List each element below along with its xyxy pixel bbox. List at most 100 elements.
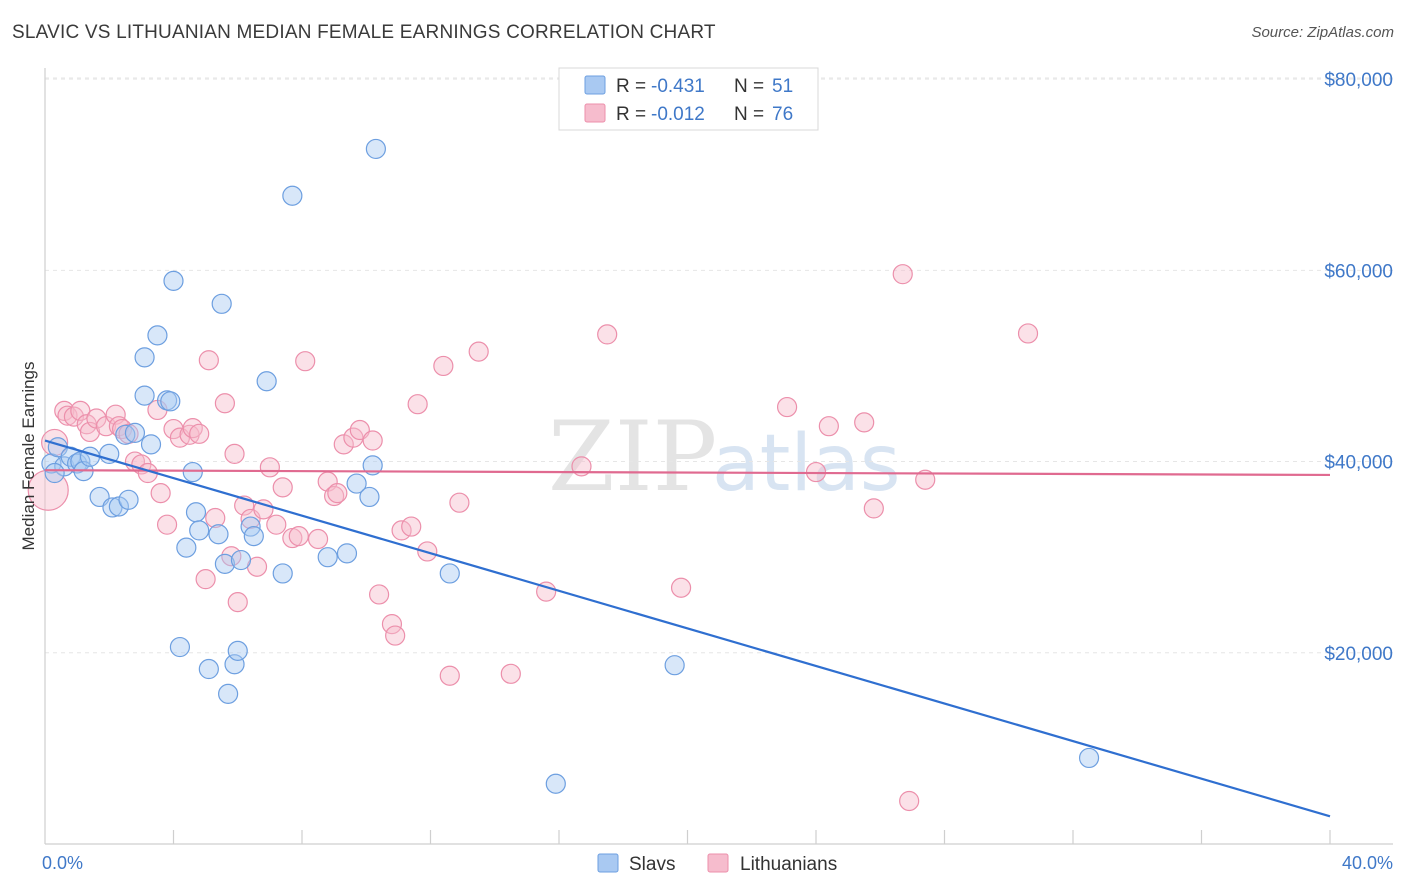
slav-point — [118, 489, 139, 510]
lithuanian-point — [863, 498, 884, 519]
slav-point — [272, 563, 293, 584]
lithuanian-point — [57, 405, 78, 426]
lithuanian-point — [272, 477, 293, 498]
slav-point — [140, 434, 162, 455]
lithuanian-point — [324, 485, 345, 507]
slav-point — [124, 422, 146, 443]
slav-point — [317, 547, 338, 568]
slav-point — [211, 293, 232, 314]
watermark-zip: ZIP — [548, 401, 717, 513]
x-tick-label-max: 40.0% — [1342, 853, 1393, 873]
lithuanian-point — [536, 581, 557, 602]
slav-point — [198, 658, 219, 680]
slav-point — [163, 270, 184, 291]
lithuanian-point — [266, 514, 287, 535]
lithuanian-point — [205, 507, 226, 529]
lithuanians-trend-line — [44, 469, 1331, 477]
slav-point — [346, 473, 367, 494]
lithuanian-point — [892, 264, 913, 285]
slav-point — [224, 654, 245, 675]
lithuanian-point — [227, 592, 248, 613]
lithuanian-point — [1017, 323, 1039, 344]
y-tick-label: $60,000 — [1324, 261, 1393, 282]
slav-point — [1078, 747, 1100, 769]
y-tick-label: $40,000 — [1324, 453, 1393, 474]
lithuanian-point — [369, 584, 390, 605]
y-tick-label: $80,000 — [1324, 70, 1393, 91]
slav-point — [208, 524, 229, 545]
lithuanian-point — [156, 514, 178, 535]
legend-lith-swatch — [584, 103, 606, 123]
y-tick-label: $20,000 — [1324, 644, 1393, 665]
legend-slavs-r-label: R = — [616, 76, 646, 97]
legend-slavs-n-value: 51 — [772, 76, 793, 97]
slav-point — [439, 563, 460, 584]
slav-point — [545, 773, 566, 794]
slav-point — [79, 446, 101, 467]
slav-point — [256, 371, 277, 392]
legend-bottom-lith-swatch — [707, 853, 729, 873]
slav-point — [230, 549, 252, 571]
x-tick-label-min: 0.0% — [42, 853, 83, 873]
lithuanian-point — [915, 469, 936, 490]
slav-point — [227, 640, 248, 661]
lithuanian-point — [899, 790, 920, 812]
slav-point — [336, 543, 358, 564]
slav-point — [218, 683, 239, 704]
lithuanian-point — [385, 625, 406, 646]
legend-lith-r-label: R = — [616, 104, 646, 125]
slav-point — [664, 655, 685, 676]
y-axis-label: Median Female Earnings — [19, 362, 38, 551]
watermark-atlas: atlas — [712, 419, 901, 509]
lithuanian-point — [362, 430, 383, 451]
lithuanian-point — [818, 416, 839, 437]
lithuanian-point — [468, 341, 489, 362]
lithuanian-point — [307, 528, 329, 550]
lithuanian-point — [295, 351, 316, 372]
lithuanian-point — [195, 569, 216, 590]
legend-bottom-slavs-label: Slavs — [629, 854, 675, 875]
slav-point — [134, 347, 155, 368]
trend-lines — [44, 439, 1331, 818]
lithuanian-point — [854, 412, 875, 433]
slav-point — [282, 185, 303, 206]
legend-bottom: Slavs Lithuanians — [597, 853, 837, 875]
lithuanian-point — [198, 350, 219, 371]
slav-point — [362, 455, 383, 476]
slavs-points — [41, 138, 1100, 794]
lithuanian-point — [776, 396, 798, 418]
chart-source: Source: ZipAtlas.com — [1251, 24, 1394, 41]
slav-point — [176, 537, 197, 558]
y-tick-labels: $20,000 $40,000 $60,000 $80,000 — [1324, 70, 1393, 665]
lithuanian-point — [597, 324, 618, 345]
lithuanian-point — [439, 665, 460, 686]
lithuanian-point — [214, 393, 235, 414]
lithuanian-point — [288, 526, 309, 547]
slav-point — [189, 520, 210, 541]
legend-lith-r-value: -0.012 — [651, 104, 705, 125]
legend-bottom-slavs-swatch — [597, 853, 619, 873]
lithuanian-point — [182, 417, 203, 439]
lithuanian-point — [150, 483, 171, 504]
chart-title: SLAVIC VS LITHUANIAN MEDIAN FEMALE EARNI… — [12, 22, 716, 43]
legend-slavs-r-value: -0.431 — [651, 76, 705, 97]
lithuanian-point — [327, 483, 348, 504]
slav-point — [365, 138, 386, 160]
legend-lith-n-value: 76 — [772, 104, 793, 125]
slav-point — [160, 391, 181, 412]
slav-point — [44, 462, 65, 484]
lithuanian-point — [79, 421, 101, 443]
slav-point — [169, 636, 191, 658]
slav-point — [359, 486, 380, 508]
lithuanian-point — [253, 499, 274, 520]
slav-point — [147, 325, 168, 346]
lithuanian-point — [433, 355, 454, 377]
lithuanian-point — [449, 492, 470, 513]
lithuanian-point — [259, 457, 280, 478]
legend-slavs-n-label: N = — [734, 76, 764, 97]
slav-point — [214, 553, 235, 574]
legend-slavs-swatch — [584, 75, 606, 95]
lithuanian-point — [63, 406, 85, 427]
slavs-trend-line — [44, 439, 1331, 818]
lithuanian-point — [407, 394, 428, 415]
